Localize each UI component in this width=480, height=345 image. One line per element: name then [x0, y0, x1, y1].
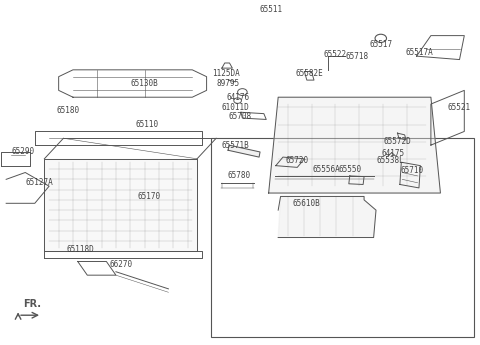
Text: 65550: 65550	[338, 165, 361, 174]
Text: 65130B: 65130B	[131, 79, 158, 88]
Text: 89795: 89795	[216, 79, 240, 88]
Text: 65127A: 65127A	[26, 178, 53, 187]
Polygon shape	[44, 159, 197, 251]
Text: 65708: 65708	[228, 111, 252, 120]
Text: 65517: 65517	[369, 40, 392, 49]
Bar	[211, 138, 474, 337]
Text: 65521: 65521	[448, 103, 471, 112]
Text: 65571B: 65571B	[221, 141, 249, 150]
Text: 65582E: 65582E	[295, 69, 323, 78]
Text: 65710: 65710	[400, 166, 423, 175]
Text: 65290: 65290	[12, 147, 35, 157]
Text: 1125DA: 1125DA	[212, 69, 240, 78]
Text: 65170: 65170	[138, 192, 161, 201]
Text: 64175: 64175	[381, 149, 404, 158]
Text: 65180: 65180	[57, 106, 80, 115]
Text: 65720: 65720	[286, 156, 309, 165]
Text: 65110: 65110	[135, 120, 158, 129]
Text: 61011D: 61011D	[221, 103, 249, 112]
Text: 65538L: 65538L	[376, 156, 404, 165]
Text: 65522: 65522	[324, 50, 347, 59]
Text: 66270: 66270	[109, 260, 132, 269]
Polygon shape	[228, 145, 260, 157]
Text: 65780: 65780	[227, 171, 250, 180]
Text: FR.: FR.	[24, 299, 41, 309]
Text: 65572D: 65572D	[384, 137, 411, 146]
Text: 65718: 65718	[345, 52, 369, 61]
Polygon shape	[278, 196, 376, 237]
Text: 65610B: 65610B	[293, 199, 321, 208]
Text: 65118D: 65118D	[66, 245, 94, 254]
Text: 64176: 64176	[226, 93, 249, 102]
Polygon shape	[269, 97, 441, 193]
Text: 65556A: 65556A	[312, 165, 340, 174]
Text: 65511: 65511	[260, 6, 283, 14]
Text: 65517A: 65517A	[405, 48, 433, 57]
